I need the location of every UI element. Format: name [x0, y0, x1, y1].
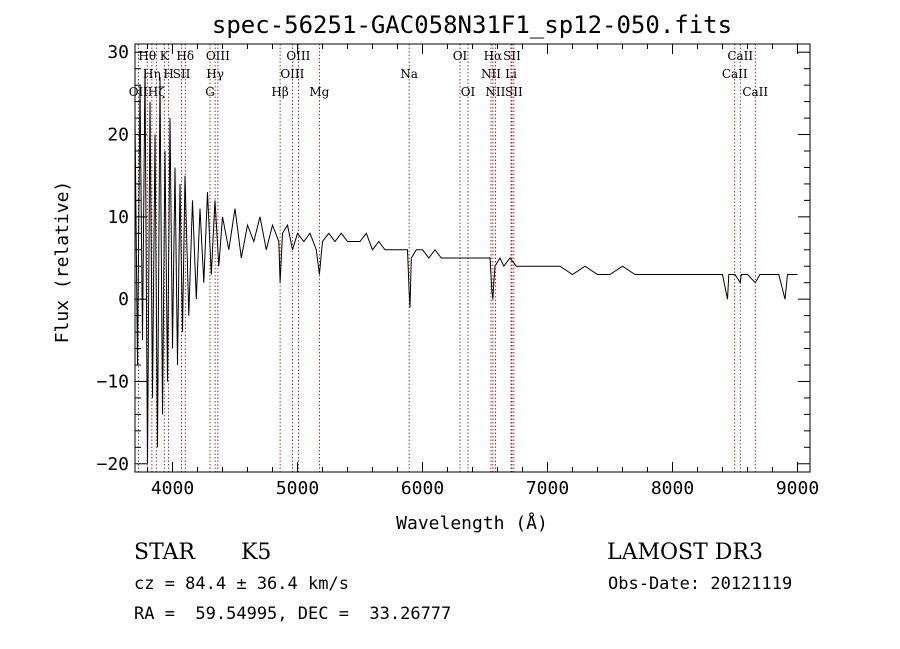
survey-label: LAMOST DR3 [607, 540, 763, 565]
line-label-0: OII [129, 85, 149, 99]
obs-date: Obs-Date: 20121119 [608, 574, 793, 594]
cz-value: cz = 84.4 ± 36.4 km/s [134, 574, 349, 594]
y-tick-label-0: −20 [96, 454, 129, 475]
line-label-16: OI [453, 49, 468, 63]
line-label-8: G [205, 85, 215, 99]
line-label-9: Hγ [206, 67, 224, 81]
line-label-18: NII [481, 67, 501, 81]
line-label-11: Hβ [271, 85, 288, 99]
chart-title: spec-56251-GAC058N31F1_sp12-050.fits [212, 11, 732, 39]
x-tick-label-2: 6000 [401, 478, 444, 499]
line-label-10: OIII [206, 49, 230, 63]
y-tick-label-2: 0 [118, 289, 129, 310]
line-label-19: Hα [484, 49, 503, 63]
y-axis: −20 −10 0 10 20 30 [96, 42, 810, 475]
y-tick-label-4: 20 [107, 125, 129, 146]
y-tick-label-1: −10 [96, 371, 129, 392]
subclass-label: K5 [241, 540, 272, 565]
line-label-17: OI [461, 85, 476, 99]
line-label-2: Hη [143, 67, 161, 81]
flux-series-line [134, 68, 798, 464]
x-axis-label: Wavelength (Å) [396, 512, 548, 534]
x-tick-label-4: 8000 [651, 478, 694, 499]
line-label-23: SII [505, 85, 523, 99]
y-tick-label-3: 10 [107, 207, 129, 228]
line-label-5: H [163, 67, 173, 81]
coordinates: RA = 59.54995, DEC = 33.26777 [134, 604, 452, 624]
line-label-26: CaII [742, 85, 768, 99]
line-label-25: CaII [727, 49, 753, 63]
line-label-14: Mg [309, 85, 329, 99]
line-label-20: NII [485, 85, 505, 99]
x-axis: 4000 5000 6000 7000 8000 9000 [147, 44, 819, 499]
y-axis-label: Flux (relative) [52, 181, 73, 344]
line-label-15: Na [400, 67, 418, 81]
line-label-22: SII [503, 49, 521, 63]
x-tick-label-0: 4000 [151, 478, 194, 499]
line-label-3: Hζ [148, 85, 165, 99]
x-tick-label-5: 9000 [776, 478, 819, 499]
line-label-6: SII [173, 67, 191, 81]
line-label-12: OIII [280, 67, 304, 81]
class-label: STAR [134, 540, 195, 565]
line-labels-group: OIIHθHηHζKHSIIHδGHγOIIIHβOIIIOIIIMgNaOIO… [129, 49, 769, 99]
y-tick-label-5: 30 [107, 42, 129, 63]
line-label-21: Li [505, 67, 517, 81]
line-label-7: Hδ [176, 49, 194, 63]
line-label-13: OIII [286, 49, 310, 63]
line-label-24: CaII [722, 67, 748, 81]
x-tick-label-1: 5000 [276, 478, 319, 499]
x-tick-label-3: 7000 [526, 478, 569, 499]
line-label-1: Hθ [138, 49, 156, 63]
line-label-4: K [160, 49, 170, 63]
